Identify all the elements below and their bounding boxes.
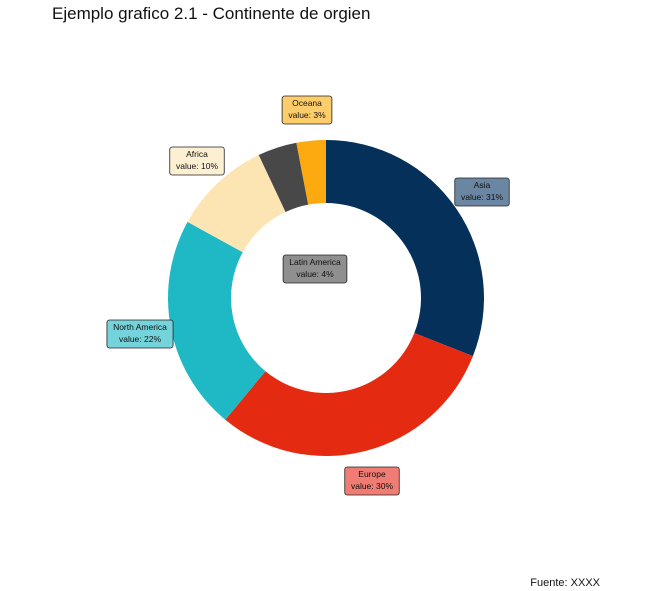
data-label-box [169,146,225,176]
data-label-latin-america: Latin America value: 4% [282,254,348,284]
data-label-box [454,177,510,207]
data-label-box [106,319,174,349]
data-label-value: value: 22% [119,334,161,344]
slice-africa [187,155,286,253]
chart-caption: Fuente: XXXX [530,577,600,589]
data-label-asia: Asia value: 31% [454,177,510,207]
data-label-name: Latin America [289,257,341,267]
slice-north-america [168,221,266,420]
data-label-north-america: North America value: 22% [106,319,174,349]
data-label-box [344,466,400,496]
data-label-europe: Europe value: 30% [344,466,400,496]
data-label-name: Oceana [292,98,322,108]
data-label-name: North America [113,322,167,332]
data-label-africa: Africa value: 10% [169,146,225,176]
data-label-value: value: 31% [461,192,503,202]
data-label-name: Asia [474,180,491,190]
slice-oceana [296,140,326,205]
data-label-value: value: 4% [296,269,334,279]
data-label-oceana: Oceana value: 3% [281,95,333,125]
data-label-box [282,254,348,284]
data-label-name: Europe [358,469,386,479]
slice-asia [326,140,485,357]
chart-title: Ejemplo grafico 2.1 - Continente de orgi… [52,4,371,23]
data-label-box [281,95,333,125]
slice-europe [225,332,473,457]
slice-latin-america [258,142,309,213]
data-label-name: Africa [186,149,208,159]
data-label-value: value: 3% [288,110,326,120]
data-label-value: value: 10% [176,161,218,171]
data-label-value: value: 30% [351,481,393,491]
